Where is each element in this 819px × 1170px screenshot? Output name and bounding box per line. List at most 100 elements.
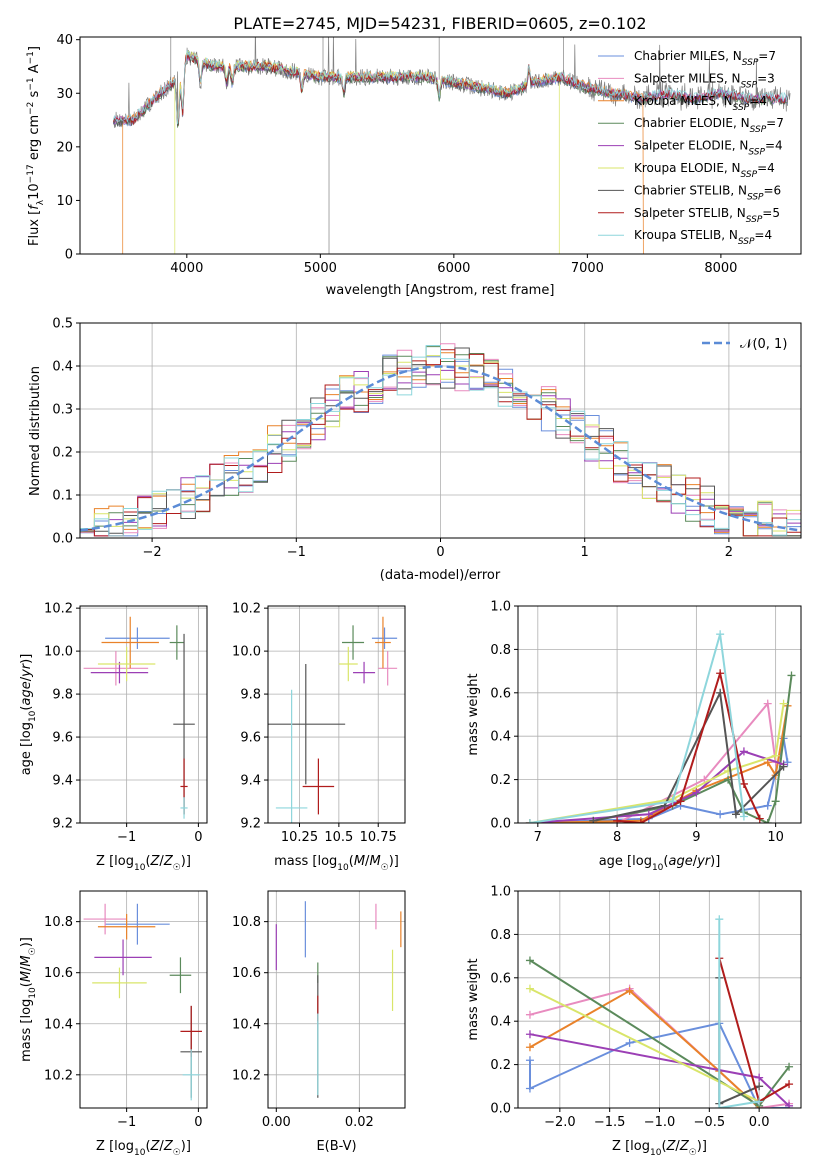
point-kroupa-stelib <box>715 915 724 924</box>
y-axis-label: mass weight <box>466 673 481 755</box>
label-part: f <box>27 203 42 210</box>
label-part: Z <box>666 1139 677 1154</box>
series-line-chabrier-stelib <box>593 689 785 822</box>
point-kroupa-stelib <box>755 1097 764 1106</box>
x-tick-label: 0 <box>194 830 202 845</box>
series-line-kroupa-miles <box>529 989 760 1108</box>
x-tick-label: −2.0 <box>544 1115 576 1130</box>
label-part: )] <box>389 854 399 869</box>
point-chabrier-stelib <box>779 762 788 771</box>
point-kroupa-stelib <box>739 812 748 821</box>
point-salpeter-miles <box>763 699 772 708</box>
plot-area <box>113 37 791 254</box>
histogram-chabrier-stelib <box>80 347 801 537</box>
label-part: 10 <box>28 987 38 999</box>
label-part: s <box>27 90 42 101</box>
label-part: Chabrier ELODIE, N <box>634 116 750 130</box>
label-part: 10 <box>337 863 349 873</box>
y-tick-label: 10.4 <box>232 1017 261 1032</box>
x-tick-label: −2 <box>143 545 162 560</box>
label-part: Z [log <box>96 854 134 869</box>
point-chabrier-elodie <box>787 671 796 680</box>
point-salpeter-stelib <box>755 814 764 823</box>
x-tick-label: −0.5 <box>694 1115 726 1130</box>
y-tick-label: 9.2 <box>52 817 73 832</box>
label-part: =3 <box>757 71 775 85</box>
legend-label-salpeter-elodie: Salpeter ELODIE, NSSP=4 <box>634 139 783 158</box>
plot-area <box>275 901 402 1098</box>
legend-label-chabrier-stelib: Chabrier STELIB, NSSP=6 <box>634 183 781 202</box>
series-line-kroupa-elodie <box>529 987 760 1103</box>
label-part: SSP <box>738 237 755 247</box>
x-axis-label: age [log10(age/yr)] <box>599 854 721 873</box>
x-tick-label: −1 <box>117 830 136 845</box>
label-part: SSP <box>746 215 763 225</box>
label-part: / <box>159 854 164 869</box>
x-tick-label: 2 <box>725 545 733 560</box>
plot-area <box>268 616 398 823</box>
label-part: )] <box>181 1139 191 1154</box>
y-tick-label: 0.5 <box>52 317 73 332</box>
legend-label-salpeter-miles: Salpeter MILES, NSSP=3 <box>634 71 775 90</box>
label-part: =4 <box>765 139 783 153</box>
label-part: −1 <box>26 77 36 90</box>
figure-title: PLATE=2745, MJD=54231, FIBERID=0605, z=0… <box>233 14 646 33</box>
label-part: Kroupa STELIB, N <box>634 228 738 242</box>
label-part: ( <box>145 1139 150 1154</box>
x-tick-label: 0.00 <box>262 1115 291 1130</box>
legend-label-gaussian: 𝒩(0, 1) <box>740 337 787 352</box>
label-part: SSP <box>748 148 765 158</box>
y-tick-label: 40 <box>56 33 73 48</box>
axes-frame <box>517 605 802 824</box>
errorbar-chabrier-elodie <box>169 625 185 660</box>
point-chabrier-elodie <box>785 1062 794 1071</box>
label-part: Z <box>679 1139 690 1154</box>
label-part: 10 <box>28 710 38 722</box>
y-axis-label: mass [log10(M/M☉)] <box>19 937 38 1062</box>
label-part: / <box>365 854 370 869</box>
point-chabrier-stelib <box>755 1082 764 1091</box>
label-part: Z <box>163 1139 174 1154</box>
axes: 4000 5000 6000 7000 8000 0 10 20 30 40 Chabrier MI… <box>26 33 802 298</box>
point-kroupa-stelib <box>716 630 725 639</box>
label-part: mass [log <box>19 999 34 1062</box>
y-tick-label: 0.4 <box>52 360 73 375</box>
y-tick-label: 0.8 <box>490 643 511 658</box>
y-tick-label: 0.0 <box>490 1102 511 1117</box>
errorbar-chabrier-elodie <box>342 625 365 660</box>
y-tick-label: 10.2 <box>44 602 73 617</box>
y-tick-label: 9.2 <box>240 817 261 832</box>
x-tick-label: 6000 <box>437 261 470 276</box>
point-chabrier-miles <box>763 801 772 810</box>
y-tick-label: 0.4 <box>490 1015 511 1030</box>
x-tick-label: −1.5 <box>594 1115 626 1130</box>
y-tick-label: 10.2 <box>232 1068 261 1083</box>
label-part: ( <box>663 854 668 869</box>
label-part: M <box>19 971 34 982</box>
point-chabrier-miles <box>716 810 725 819</box>
label-part: age [log <box>599 854 652 869</box>
axes-frame <box>79 36 802 255</box>
axes: 0.00 0.02 10.2 10.4 10.6 10.8 E(B-V) <box>232 890 406 1154</box>
y-tick-label: 1.0 <box>490 600 511 615</box>
label-part: −2 <box>26 102 36 115</box>
y-axis-label: mass weight <box>466 958 481 1040</box>
point-kroupa-elodie <box>525 984 534 993</box>
label-part: yr <box>19 662 34 678</box>
x-tick-label: 1 <box>581 545 589 560</box>
label-part: )] <box>19 937 34 947</box>
label-part: Chabrier STELIB, N <box>634 183 747 197</box>
label-part: )] <box>710 854 720 869</box>
y-tick-label: 10.0 <box>44 645 73 660</box>
label-part: E(B-V) <box>316 1139 356 1154</box>
axes: −1 010.210.410.610.8Z [log10(Z/Z☉)]mass [… <box>19 890 208 1158</box>
x-tick-label: 4000 <box>170 261 203 276</box>
label-part: / <box>693 854 698 869</box>
legend-label-kroupa-stelib: Kroupa STELIB, NSSP=4 <box>634 228 772 247</box>
label-part: Salpeter MILES, N <box>634 71 741 85</box>
label-part: Z <box>163 854 174 869</box>
label-part: =4 <box>754 228 772 242</box>
label-part: age <box>668 854 692 869</box>
